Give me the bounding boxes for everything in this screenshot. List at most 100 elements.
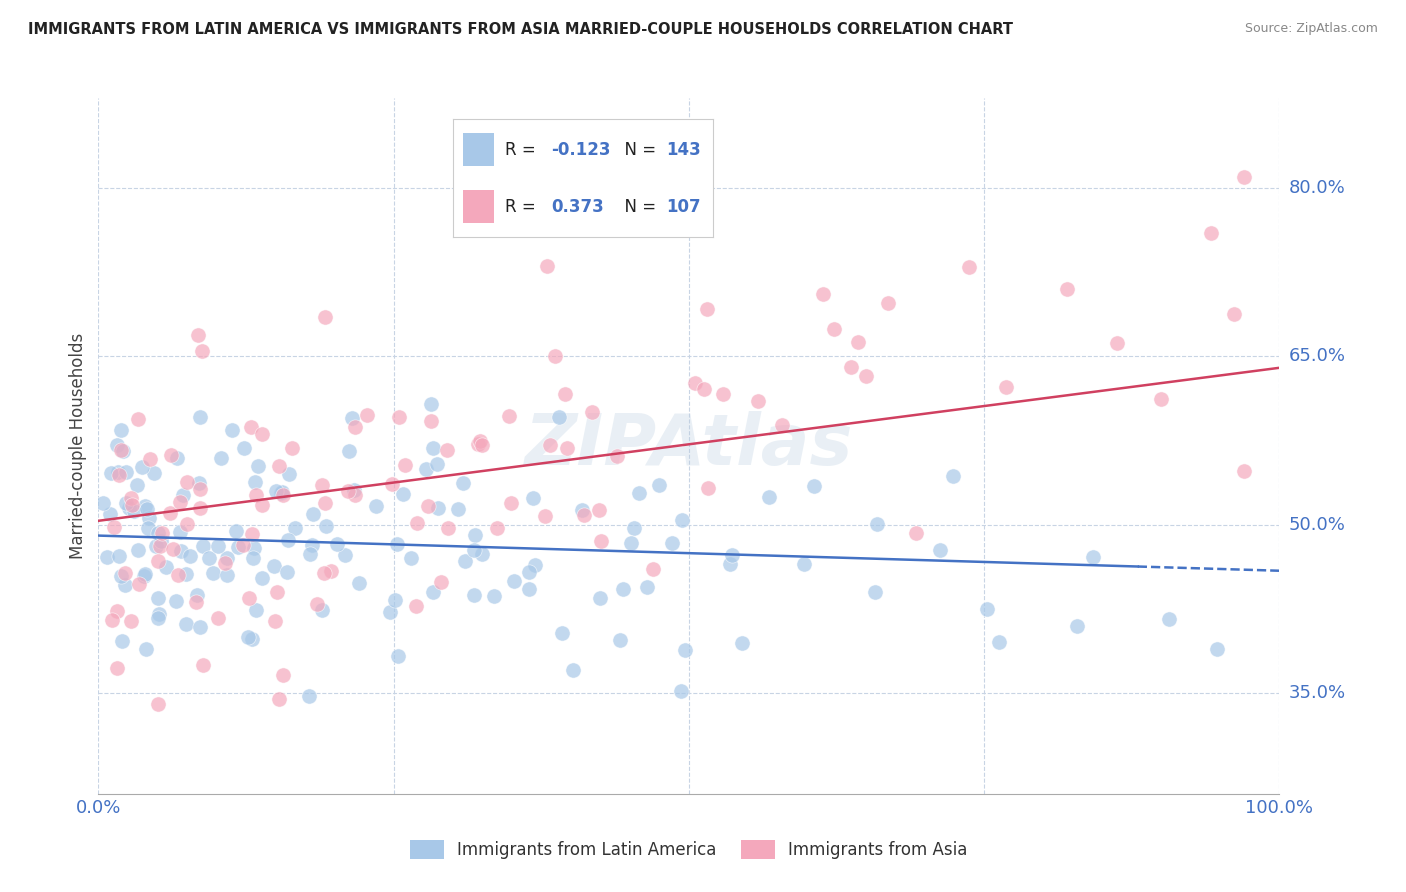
- Point: [311, 602, 333, 616]
- Point: [121, 498, 143, 512]
- Point: [591, 534, 613, 549]
- Point: [160, 448, 183, 462]
- Point: [451, 476, 474, 491]
- Point: [243, 541, 266, 555]
- Point: [271, 488, 294, 502]
- Point: [623, 521, 645, 535]
- Point: [343, 419, 366, 434]
- Point: [905, 525, 928, 540]
- Point: [91, 496, 114, 510]
- Point: [314, 496, 336, 510]
- Point: [1081, 550, 1104, 565]
- Point: [191, 658, 214, 673]
- Point: [803, 479, 825, 493]
- Point: [169, 525, 191, 540]
- Point: [340, 411, 363, 425]
- Point: [209, 450, 232, 465]
- Point: [111, 634, 134, 648]
- Point: [110, 423, 132, 437]
- Point: [454, 554, 477, 568]
- Point: [232, 538, 254, 552]
- Point: [588, 502, 610, 516]
- Point: [696, 481, 718, 495]
- Point: [298, 690, 321, 704]
- Point: [176, 475, 198, 489]
- Point: [105, 604, 128, 618]
- Point: [554, 387, 576, 401]
- Point: [876, 296, 898, 310]
- Point: [110, 443, 132, 458]
- Point: [148, 539, 170, 553]
- Point: [135, 642, 157, 657]
- Point: [105, 661, 128, 675]
- Point: [671, 513, 693, 527]
- Point: [143, 466, 166, 480]
- Point: [120, 491, 142, 505]
- Text: IMMIGRANTS FROM LATIN AMERICA VS IMMIGRANTS FROM ASIA MARRIED-COUPLE HOUSEHOLDS : IMMIGRANTS FROM LATIN AMERICA VS IMMIGRA…: [28, 22, 1014, 37]
- Point: [344, 488, 367, 502]
- Point: [215, 568, 238, 582]
- Point: [620, 536, 643, 550]
- Point: [533, 509, 555, 524]
- Point: [437, 521, 460, 535]
- Point: [337, 484, 360, 499]
- Point: [146, 611, 169, 625]
- Point: [648, 478, 671, 492]
- Point: [502, 574, 524, 588]
- Point: [127, 412, 149, 426]
- Point: [107, 549, 129, 563]
- Point: [145, 539, 167, 553]
- Point: [250, 571, 273, 585]
- Point: [247, 458, 270, 473]
- Point: [284, 521, 307, 535]
- Point: [321, 565, 343, 579]
- Point: [170, 544, 193, 558]
- Point: [315, 519, 337, 533]
- Point: [793, 558, 815, 572]
- Point: [100, 508, 122, 522]
- Point: [125, 477, 148, 491]
- Point: [107, 465, 129, 479]
- Point: [540, 438, 562, 452]
- Point: [394, 458, 416, 472]
- Point: [696, 301, 718, 316]
- Point: [628, 485, 651, 500]
- Point: [264, 484, 287, 499]
- Point: [866, 516, 889, 531]
- Point: [387, 648, 409, 663]
- Point: [747, 393, 769, 408]
- Point: [381, 477, 404, 491]
- Point: [641, 562, 664, 576]
- Point: [422, 584, 444, 599]
- Point: [240, 632, 263, 646]
- Point: [105, 438, 128, 452]
- Point: [114, 566, 136, 581]
- Point: [128, 577, 150, 591]
- Point: [517, 565, 540, 579]
- Point: [957, 260, 980, 274]
- Point: [758, 491, 780, 505]
- Point: [333, 548, 356, 562]
- Point: [118, 501, 141, 516]
- Point: [636, 580, 658, 594]
- Point: [364, 499, 387, 513]
- Text: Source: ZipAtlas.com: Source: ZipAtlas.com: [1244, 22, 1378, 36]
- Text: 35.0%: 35.0%: [1289, 684, 1346, 702]
- Point: [1223, 306, 1246, 320]
- Point: [388, 409, 411, 424]
- Point: [1201, 226, 1223, 240]
- Point: [179, 549, 201, 563]
- Point: [1107, 335, 1129, 350]
- Point: [277, 533, 299, 548]
- Point: [422, 442, 444, 456]
- Point: [326, 536, 349, 550]
- Point: [942, 468, 965, 483]
- Point: [188, 500, 211, 515]
- Point: [730, 636, 752, 650]
- Point: [314, 310, 336, 324]
- Y-axis label: Married-couple Households: Married-couple Households: [69, 333, 87, 559]
- Point: [188, 482, 211, 496]
- Point: [813, 287, 835, 301]
- Point: [136, 521, 159, 535]
- Point: [589, 591, 612, 606]
